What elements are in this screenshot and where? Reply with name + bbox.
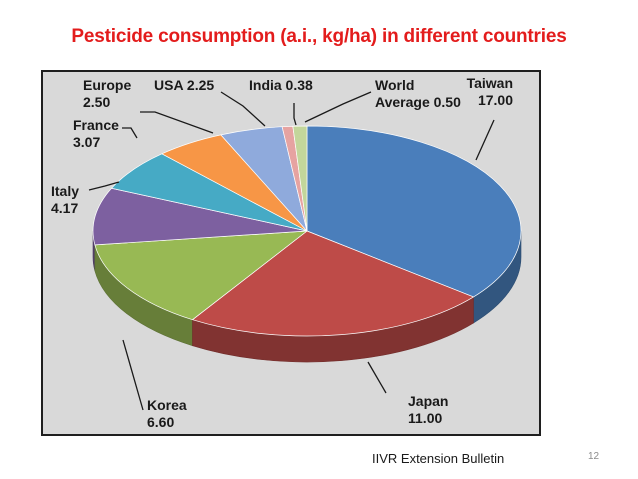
pie-slice-taiwan (306, 125, 522, 298)
data-label-japan: Japan 11.00 (408, 393, 448, 426)
source-label: IIVR Extension Bulletin (372, 451, 505, 466)
leader-line-taiwan (475, 119, 495, 161)
pie-slice-japan (192, 230, 474, 337)
data-label-france: France 3.07 (73, 117, 119, 150)
slide-number: 12 (588, 451, 600, 462)
pie-slice-italy (92, 187, 308, 246)
leader-line-europe (140, 111, 214, 134)
chart-area: Taiwan 17.00 Japan 11.00 Korea 6.60 Italy 4.17 F… (41, 70, 541, 436)
leader-line-india (293, 103, 297, 126)
data-label-india: India 0.38 (249, 77, 313, 93)
data-label-europe: Europe 2.50 (83, 77, 131, 110)
data-label-usa: USA 2.25 (154, 77, 214, 93)
leader-line-usa (220, 91, 266, 127)
slide-title: Pesticide consumption (a.i., kg/ha) in d… (71, 26, 567, 47)
leader-line-italy (88, 181, 120, 191)
leader-line-japan (367, 361, 387, 394)
data-label-korea: Korea 6.60 (147, 397, 187, 430)
data-label-italy: Italy 4.17 (51, 183, 79, 216)
pie-chart: Taiwan 17.00 Japan 11.00 Korea 6.60 Italy 4.17 F… (51, 75, 522, 430)
pie-slice-world-average (292, 125, 308, 232)
pie-slice-korea (94, 230, 308, 321)
data-label-taiwan: Taiwan 17.00 (467, 75, 514, 108)
leader-line-world-average (304, 91, 372, 123)
data-label-world-average: World Average 0.50 (375, 77, 461, 110)
leader-line-france (122, 127, 138, 139)
leader-line-korea (122, 339, 144, 411)
